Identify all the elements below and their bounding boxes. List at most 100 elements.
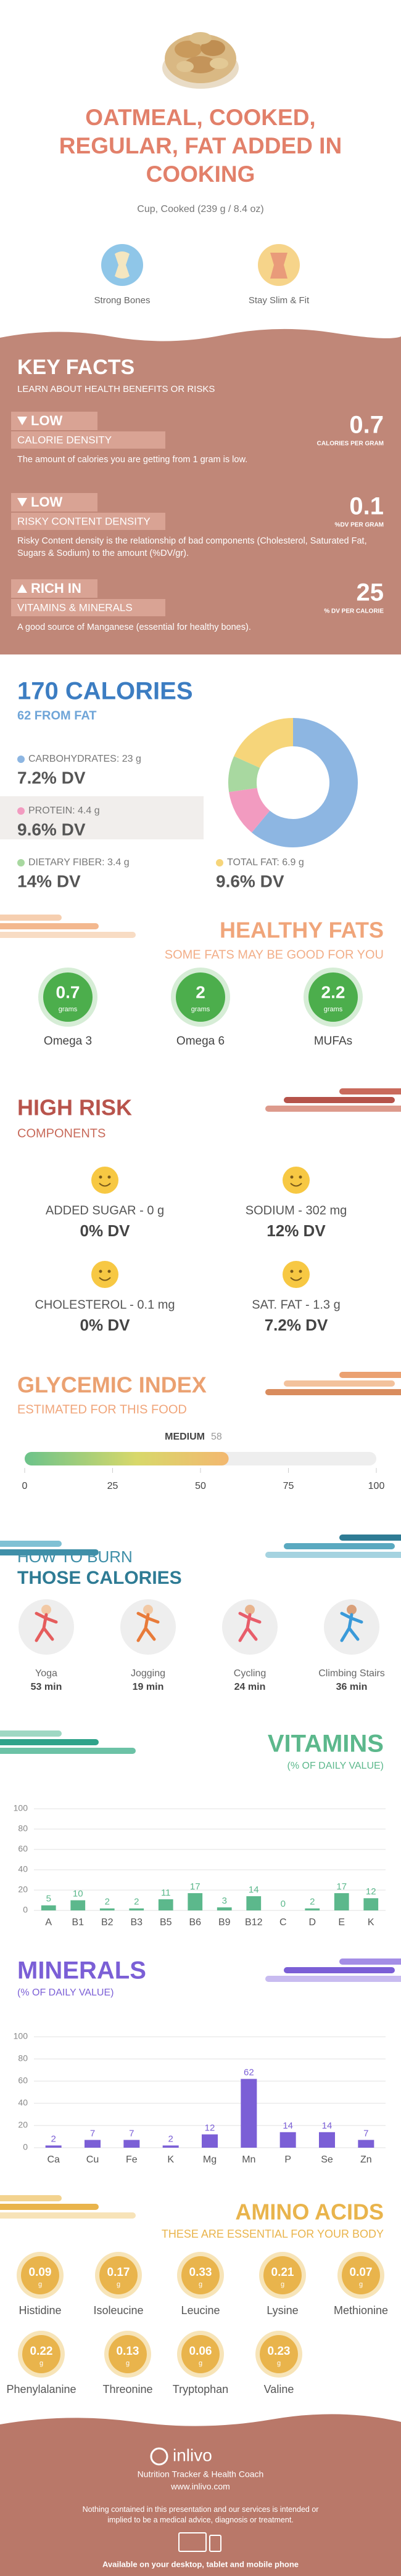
gi-tick-label: 100 (368, 1481, 385, 1491)
amino-bubble (99, 2256, 138, 2294)
bar (129, 1908, 144, 1910)
chart-title: MINERALS (17, 1957, 146, 1984)
activity-head (347, 1605, 357, 1615)
value-label: 14 (322, 2121, 333, 2131)
gi-level: MEDIUM (165, 1432, 205, 1442)
fact-level: LOW (31, 494, 63, 510)
value-label: 0 (281, 1899, 286, 1909)
value-label: 2 (168, 2134, 173, 2144)
activity-body (238, 1612, 262, 1642)
value-label: 12 (205, 2122, 215, 2133)
nutrient-dv: 9.6% DV (216, 871, 284, 891)
bar (319, 2132, 335, 2148)
amino-value: 0.09 (29, 2266, 52, 2279)
serving-size: Cup, Cooked (239 g / 8.4 oz) (137, 204, 263, 214)
decor-stripe (284, 1380, 395, 1387)
bar (45, 2145, 62, 2148)
x-tick-label: B3 (130, 1917, 143, 1928)
fact-description: Risky Content density is the relationshi… (17, 536, 367, 558)
x-tick-label: A (45, 1917, 52, 1928)
smiley-eye (99, 1175, 102, 1179)
value-label: 7 (129, 2128, 134, 2138)
smiley (91, 1167, 118, 1194)
fact-unit: CALORIES PER GRAM (317, 441, 384, 447)
gi-tick-label: 75 (283, 1481, 294, 1491)
amino-bubble (21, 2256, 59, 2294)
decor-stripe (0, 1748, 136, 1754)
risk-dv: 0% DV (80, 1316, 131, 1334)
activity-icon-bg (120, 1599, 176, 1655)
disclaimer: Nothing contained in this presentation a… (82, 2505, 319, 2524)
nutrient-label: DIETARY FIBER: 3.4 g (28, 857, 130, 868)
x-tick-label: Zn (360, 2154, 372, 2165)
fact-value: 0.1 (349, 493, 384, 520)
activity-head (41, 1605, 51, 1615)
nutrient-dot (17, 807, 25, 815)
y-tick-label: 40 (18, 1864, 28, 1874)
amino-name: Leucine (181, 2304, 220, 2317)
y-tick-label: 20 (18, 1885, 28, 1894)
value-label: 62 (244, 2067, 254, 2077)
section-title: HIGH RISK (17, 1095, 132, 1120)
amino-bubble (109, 2335, 147, 2373)
smiley-eye (290, 1175, 294, 1179)
value-label: 10 (73, 1888, 83, 1899)
activity-time: 24 min (234, 1682, 266, 1692)
bar (279, 2132, 296, 2148)
amino-value: 0.22 (30, 2345, 53, 2358)
bar (241, 2079, 257, 2148)
decor-stripe (0, 2195, 62, 2201)
activity-name: Yoga (35, 1668, 57, 1679)
bar (202, 2134, 218, 2148)
fact-level-band (11, 412, 97, 430)
fact-value: 0.7 (349, 412, 384, 439)
nutrient-label: TOTAL FAT: 6.9 g (227, 857, 304, 868)
fact-name-band (11, 513, 165, 530)
bar (85, 2140, 101, 2148)
key-facts-background (0, 328, 401, 654)
amino-value: 0.07 (350, 2266, 373, 2279)
y-tick-label: 80 (18, 2053, 28, 2063)
value-label: 17 (336, 1881, 347, 1892)
amino-value: 0.23 (268, 2345, 291, 2358)
bar (99, 1908, 115, 1910)
smiley-mouth (99, 1277, 111, 1281)
value-label: 7 (90, 2128, 95, 2138)
availability: Available on your desktop, tablet and mo… (102, 2559, 299, 2569)
amino-bubble (263, 2256, 302, 2294)
x-tick-label: K (167, 2154, 174, 2165)
calories-title: 170 CALORIES (17, 678, 193, 705)
value-label: 3 (222, 1896, 227, 1906)
footer-background (0, 2414, 401, 2576)
value-label: 7 (363, 2128, 368, 2138)
device-icon (178, 2532, 207, 2552)
value-label: 2 (105, 1897, 110, 1907)
activity-time: 19 min (133, 1682, 164, 1692)
y-tick-label: 60 (18, 2076, 28, 2085)
risk-label: ADDED SUGAR - 0 g (46, 1204, 164, 1217)
amino-name: Lysine (267, 2304, 298, 2317)
value-label: 2 (134, 1897, 139, 1907)
fat-name: MUFAs (314, 1035, 352, 1048)
badge-label: Strong Bones (94, 295, 151, 306)
activity-name: Cycling (234, 1668, 266, 1679)
y-tick-label: 0 (23, 2142, 28, 2152)
fact-unit: %DV PER GRAM (335, 522, 384, 529)
bar (70, 1900, 86, 1910)
logo-mark (150, 2447, 168, 2466)
amino-name: Isoleucine (93, 2304, 143, 2317)
donut-segment (234, 718, 294, 768)
main-title: OATMEAL, COOKED, REGULAR, FAT ADDED IN C… (59, 105, 342, 187)
smiley-mouth (290, 1277, 302, 1281)
bar (334, 1893, 349, 1910)
y-tick-label: 80 (18, 1824, 28, 1833)
chart-subtitle: (% OF DAILY VALUE) (17, 1987, 114, 1998)
amino-bubble (342, 2256, 380, 2294)
smiley-eye (290, 1270, 294, 1273)
fact-icon (17, 584, 27, 593)
x-tick-label: Fe (126, 2154, 138, 2165)
section-subtitle: ESTIMATED FOR THIS FOOD (17, 1403, 187, 1416)
activity-body (340, 1612, 363, 1642)
x-tick-label: B9 (218, 1917, 231, 1928)
nutrient-dv: 9.6% DV (17, 820, 86, 839)
